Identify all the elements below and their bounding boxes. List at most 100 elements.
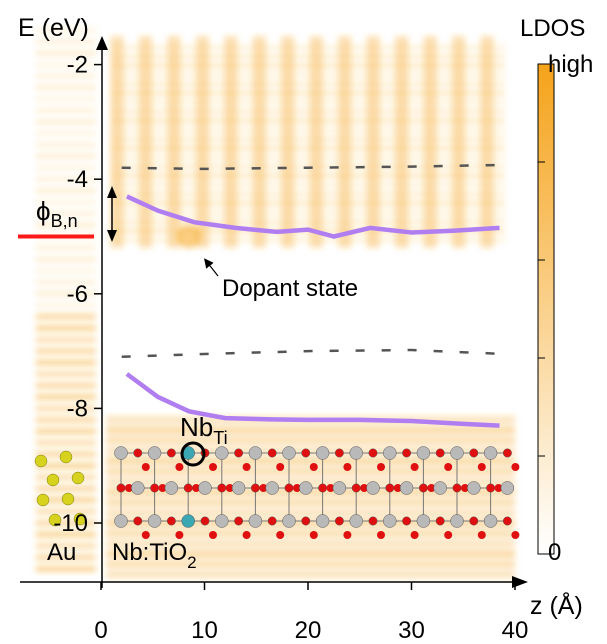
ti-atom <box>215 446 229 460</box>
o-atom <box>166 448 176 458</box>
au-atom <box>73 512 87 526</box>
ti-atom <box>416 446 431 460</box>
ti-atom <box>198 481 212 495</box>
y-axis-arrow-icon <box>96 36 108 50</box>
o-atom <box>477 531 486 539</box>
au-atom <box>59 450 73 464</box>
ti-atom <box>215 514 229 528</box>
dopant-state-label: Dopant state <box>222 275 358 302</box>
ldos-dopant-state <box>176 224 201 249</box>
ldos-metal-streak <box>35 27 96 34</box>
o-atom <box>242 463 251 471</box>
o-atom <box>385 483 395 493</box>
ldos-cb-streak <box>111 126 505 133</box>
o-atom <box>368 516 378 526</box>
o-atom <box>318 483 328 493</box>
o-atom <box>276 463 285 471</box>
ldos-vb-streak <box>106 498 516 507</box>
o-atom <box>234 516 244 526</box>
ldos-cb-streak <box>111 108 505 115</box>
o-atom <box>469 448 479 458</box>
o-atom <box>402 448 412 458</box>
au-atom <box>34 454 48 468</box>
ti-atom <box>349 514 363 528</box>
o-atom <box>444 531 453 539</box>
o-atom <box>225 484 234 492</box>
ti-atom <box>467 481 481 495</box>
o-atom <box>200 516 210 526</box>
y-axis-label: E (eV) <box>18 14 89 42</box>
ti-atom <box>131 481 145 495</box>
ti-atom <box>483 514 498 528</box>
x-axis-label: z (Å) <box>530 590 583 620</box>
au-atom <box>71 471 85 485</box>
ldos-metal-streak <box>35 164 96 171</box>
ldos-metal-streak <box>35 279 96 286</box>
x-tick-label: 40 <box>502 617 529 644</box>
o-atom <box>502 516 512 526</box>
ti-atom <box>114 446 128 460</box>
o-atom <box>293 484 301 492</box>
ti-atom <box>416 514 431 528</box>
band-edge-dashed-line <box>121 163 505 171</box>
ldos-metal-streak <box>35 61 96 68</box>
ldos-vb-streak <box>106 508 516 517</box>
ldos-cb-streak <box>111 200 505 207</box>
ti-atom <box>114 514 128 528</box>
ldos-metal-streak <box>35 107 96 114</box>
ldos-metal-streak <box>35 130 96 137</box>
o-atom <box>166 516 176 526</box>
o-atom <box>410 531 419 539</box>
ldos-cb-streak <box>111 209 505 216</box>
o-atom <box>301 448 311 458</box>
o-atom <box>469 516 479 526</box>
band-bending-line <box>125 194 500 239</box>
o-atom <box>334 448 344 458</box>
ldos-metal-streak <box>35 382 96 389</box>
ti-atom <box>147 446 162 460</box>
ldos-metal-streak <box>35 84 96 91</box>
ti-atom <box>248 514 263 528</box>
ldos-metal-streak <box>35 256 96 263</box>
colorbar-min-label: 0 <box>548 539 561 566</box>
ldos-vb-streak <box>106 549 516 558</box>
y-tick-label: -6 <box>67 281 88 308</box>
ldos-cb-streak <box>111 136 505 143</box>
ldos-metal-streak <box>35 95 96 102</box>
ti-atom <box>483 446 498 460</box>
o-atom <box>377 463 385 471</box>
o-atom <box>410 463 419 471</box>
metal-label: Au <box>47 539 76 566</box>
o-atom <box>444 463 453 471</box>
ldos-metal-streak <box>35 325 96 332</box>
ldos-cb-streak <box>111 218 505 225</box>
ldos-metal-streak <box>35 348 96 355</box>
o-atom <box>368 448 378 458</box>
o-atom <box>351 483 361 493</box>
o-atom <box>511 463 520 471</box>
o-atom <box>486 483 496 493</box>
ldos-vb-streak <box>106 426 516 435</box>
o-atom <box>393 484 402 492</box>
o-atom <box>217 483 227 493</box>
ldos-cb-streak <box>111 117 505 124</box>
down-arrow-icon <box>107 230 117 242</box>
ti-atom <box>383 446 397 460</box>
ldos-vb-streak <box>106 570 516 579</box>
o-atom <box>175 531 184 539</box>
ti-atom <box>282 446 296 460</box>
o-atom <box>377 531 385 539</box>
ldos-metal-streak <box>35 118 96 125</box>
ti-atom <box>450 446 464 460</box>
ti-atom <box>349 446 363 460</box>
o-atom <box>250 483 260 493</box>
ldos-metal-streak <box>35 302 96 309</box>
atomic-structure <box>34 446 520 539</box>
ldos-metal-streak <box>35 73 96 80</box>
ldos-metal-streak <box>35 267 96 274</box>
ldos-cb-streak <box>111 99 505 106</box>
o-atom <box>427 484 436 492</box>
x-tick-label: 0 <box>94 617 107 644</box>
ldos-metal-streak <box>35 520 96 526</box>
o-atom <box>402 516 412 526</box>
